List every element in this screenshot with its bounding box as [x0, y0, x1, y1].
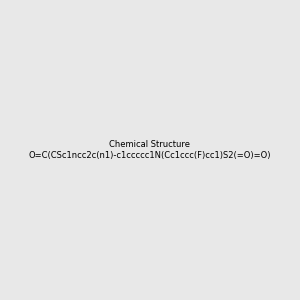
Text: Chemical Structure
O=C(CSc1ncc2c(n1)-c1ccccc1N(Cc1ccc(F)cc1)S2(=O)=O): Chemical Structure O=C(CSc1ncc2c(n1)-c1c…	[29, 140, 271, 160]
